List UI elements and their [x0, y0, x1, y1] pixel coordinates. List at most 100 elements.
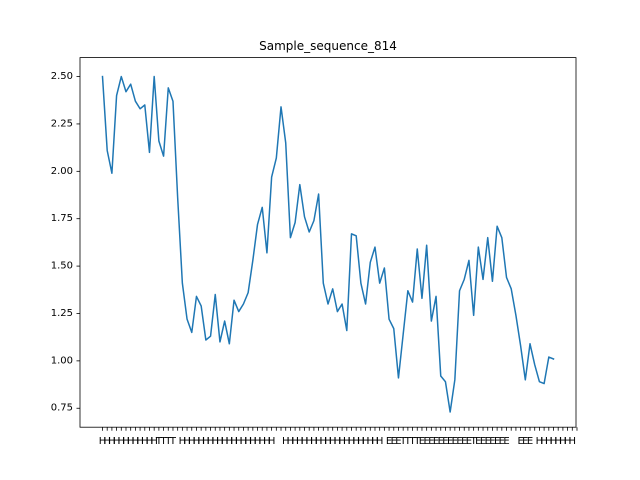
x-tick-label: E	[499, 436, 505, 447]
x-tick-label: E	[419, 436, 425, 447]
x-tick-label: H	[540, 436, 548, 447]
x-tick-label: H	[554, 436, 562, 447]
x-tick-label: T	[470, 436, 478, 447]
y-tick-label: 1.25	[51, 308, 73, 319]
y-tick-label: 1.50	[51, 261, 73, 272]
y-tick-label: 2.25	[51, 118, 73, 129]
x-tick-label: H	[150, 436, 158, 447]
x-tick-label: H	[348, 436, 356, 447]
x-tick-label: H	[99, 436, 107, 447]
x-tick-label: H	[352, 436, 360, 447]
x-tick-label: H	[211, 436, 219, 447]
x-tick-label: E	[433, 436, 439, 447]
x-tick-label: H	[193, 436, 201, 447]
x-tick-label: H	[324, 436, 332, 447]
x-tick-label: H	[559, 436, 567, 447]
x-tick-label: H	[301, 436, 309, 447]
x-tick-label: T	[404, 436, 412, 447]
x-tick-label: H	[320, 436, 328, 447]
x-tick-label: H	[334, 436, 342, 447]
x-tick-label: H	[207, 436, 215, 447]
x-tick-label: H	[282, 436, 290, 447]
x-tick-label: T	[155, 436, 163, 447]
x-tick-label: E	[485, 436, 491, 447]
x-tick-label: E	[452, 436, 458, 447]
x-tick-label: H	[132, 436, 140, 447]
x-tick-label: H	[550, 436, 558, 447]
x-tick-label: H	[254, 436, 262, 447]
x-tick-label: H	[569, 436, 577, 447]
x-tick-label: H	[371, 436, 379, 447]
x-tick-label: H	[258, 436, 266, 447]
x-tick-label: H	[226, 436, 234, 447]
x-tick-label: H	[305, 436, 313, 447]
x-tick-label: H	[545, 436, 553, 447]
x-tick-label: E	[438, 436, 444, 447]
x-tick-label: H	[367, 436, 375, 447]
x-tick-label: H	[291, 436, 299, 447]
x-tick-label: H	[564, 436, 572, 447]
x-tick-label: E	[503, 436, 509, 447]
x-tick-label: H	[287, 436, 295, 447]
x-tick-label: E	[461, 436, 467, 447]
x-tick-label: H	[202, 436, 210, 447]
x-tick-label: H	[216, 436, 224, 447]
x-tick-label: H	[141, 436, 149, 447]
x-tick-label: H	[343, 436, 351, 447]
x-tick-label: H	[376, 436, 384, 447]
x-tick-label: E	[475, 436, 481, 447]
x-tick-label: H	[113, 436, 121, 447]
x-tick-label: E	[423, 436, 429, 447]
x-tick-label: H	[221, 436, 229, 447]
x-tick-label: H	[244, 436, 252, 447]
x-tick-label: H	[315, 436, 323, 447]
y-tick-label: 1.75	[51, 213, 73, 224]
x-tick-label: T	[413, 436, 421, 447]
x-tick-label: H	[197, 436, 205, 447]
x-tick-label: E	[480, 436, 486, 447]
y-tick-label: 2.00	[51, 166, 73, 177]
chart-title: Sample_sequence_814	[259, 39, 397, 53]
x-tick-label: E	[391, 436, 397, 447]
x-tick-label: H	[118, 436, 126, 447]
x-tick-label: E	[517, 436, 523, 447]
x-tick-label: H	[338, 436, 346, 447]
x-tick-label: T	[164, 436, 172, 447]
x-tick-label: E	[527, 436, 533, 447]
x-tick-label: E	[489, 436, 495, 447]
series-line	[101, 75, 555, 413]
x-tick-label: H	[108, 436, 116, 447]
x-tick-label: H	[103, 436, 111, 447]
x-tick-label: E	[428, 436, 434, 447]
x-tick-label: E	[456, 436, 462, 447]
x-tick-label: E	[494, 436, 500, 447]
x-tick-label: T	[160, 436, 168, 447]
x-tick-label: E	[447, 436, 453, 447]
x-tick-label: H	[329, 436, 337, 447]
x-tick-label: H	[249, 436, 257, 447]
x-tick-label: H	[179, 436, 187, 447]
x-tick-label: H	[127, 436, 135, 447]
x-tick-label: H	[296, 436, 304, 447]
x-tick-label: T	[409, 436, 417, 447]
x-tick-label: E	[522, 436, 528, 447]
plot-frame	[79, 57, 577, 428]
y-tick-label: 1.00	[51, 355, 73, 366]
x-tick-label: H	[536, 436, 544, 447]
x-tick-label: H	[268, 436, 276, 447]
x-tick-label: H	[235, 436, 243, 447]
x-tick-label: E	[442, 436, 448, 447]
x-tick-label: E	[466, 436, 472, 447]
x-tick-label: H	[310, 436, 318, 447]
x-tick-label: H	[146, 436, 154, 447]
x-tick-label: H	[183, 436, 191, 447]
x-tick-label: H	[357, 436, 365, 447]
x-tick-label: H	[136, 436, 144, 447]
y-tick-label: 2.50	[51, 71, 73, 82]
x-tick-label: T	[399, 436, 407, 447]
x-tick-label: T	[169, 436, 177, 447]
x-tick-label: H	[122, 436, 130, 447]
